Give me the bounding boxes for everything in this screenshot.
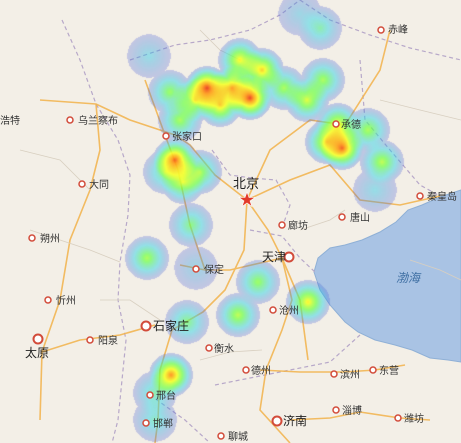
marker-shijiazhuang[interactable] (140, 320, 152, 332)
marker-yangquan[interactable] (86, 336, 94, 344)
label-capital: 北京 (233, 177, 259, 192)
label-zibo: 淄博 (342, 404, 362, 417)
label-weifang: 潍坊 (404, 412, 424, 425)
label-ulanqab: 乌兰察布 (78, 114, 118, 127)
marker-xingtai[interactable] (146, 391, 154, 399)
label-cangzhou: 沧州 (279, 304, 299, 317)
label-xingtai: 邢台 (156, 389, 176, 402)
marker-taiyuan[interactable] (32, 333, 44, 345)
label-handan: 邯郸 (153, 417, 173, 430)
marker-ulanqab[interactable] (66, 116, 74, 124)
marker-jinan[interactable] (271, 415, 283, 427)
marker-langfang[interactable] (278, 221, 286, 229)
label-zhangjiakou: 张家口 (172, 130, 202, 143)
city-markers (28, 26, 424, 440)
label-dongying: 东营 (379, 364, 399, 377)
city-labels: 赤峰 浩特 乌兰察布 张家口 大同 朔州 忻州 阳泉 太原 石家庄 保定 廊坊 … (0, 24, 457, 443)
label-qinhuangdao: 秦皇岛 (427, 190, 457, 203)
label-hohhot: 浩特 (0, 115, 20, 127)
marker-baoding[interactable] (192, 265, 200, 273)
label-yangquan: 阳泉 (98, 334, 118, 347)
label-liaocheng: 聊城 (228, 430, 248, 443)
capital-star-icon[interactable] (238, 191, 256, 208)
marker-cangzhou[interactable] (269, 306, 277, 314)
label-dezhou: 德州 (251, 364, 271, 377)
label-taiyuan: 太原 (25, 345, 49, 360)
label-chifeng: 赤峰 (388, 24, 408, 36)
label-shuozhou: 朔州 (40, 232, 60, 245)
marker-dezhou[interactable] (242, 366, 250, 374)
marker-dongying[interactable] (369, 366, 377, 374)
label-sea: 渤海 (396, 271, 422, 285)
label-jinan: 济南 (283, 413, 307, 428)
label-baoding: 保定 (204, 263, 224, 276)
marker-xinzhou[interactable] (44, 296, 52, 304)
label-chengde: 承德 (341, 118, 361, 131)
marker-zibo[interactable] (332, 406, 340, 414)
marker-chengde[interactable] (332, 120, 340, 128)
label-xinzhou: 忻州 (56, 294, 76, 307)
marker-hengshui[interactable] (205, 344, 213, 352)
marker-qinhuangdao[interactable] (416, 192, 424, 200)
label-langfang: 廊坊 (288, 219, 308, 232)
marker-tangshan[interactable] (338, 213, 346, 221)
marker-liaocheng[interactable] (217, 432, 225, 440)
marker-datong[interactable] (78, 180, 86, 188)
marker-zhangjiakou[interactable] (162, 132, 170, 140)
marker-shuozhou[interactable] (28, 234, 36, 242)
marker-binzhou[interactable] (330, 370, 338, 378)
label-datong: 大同 (89, 178, 109, 191)
marker-weifang[interactable] (394, 414, 402, 422)
label-shijiazhuang: 石家庄 (153, 318, 189, 333)
label-binzhou: 滨州 (340, 368, 360, 381)
label-tianjin: 天津 (262, 250, 286, 264)
label-tangshan: 唐山 (350, 211, 370, 224)
marker-handan[interactable] (142, 419, 150, 427)
marker-chifeng[interactable] (377, 26, 385, 34)
label-hengshui: 衡水 (214, 343, 234, 355)
marker-tianjin[interactable] (283, 251, 295, 263)
